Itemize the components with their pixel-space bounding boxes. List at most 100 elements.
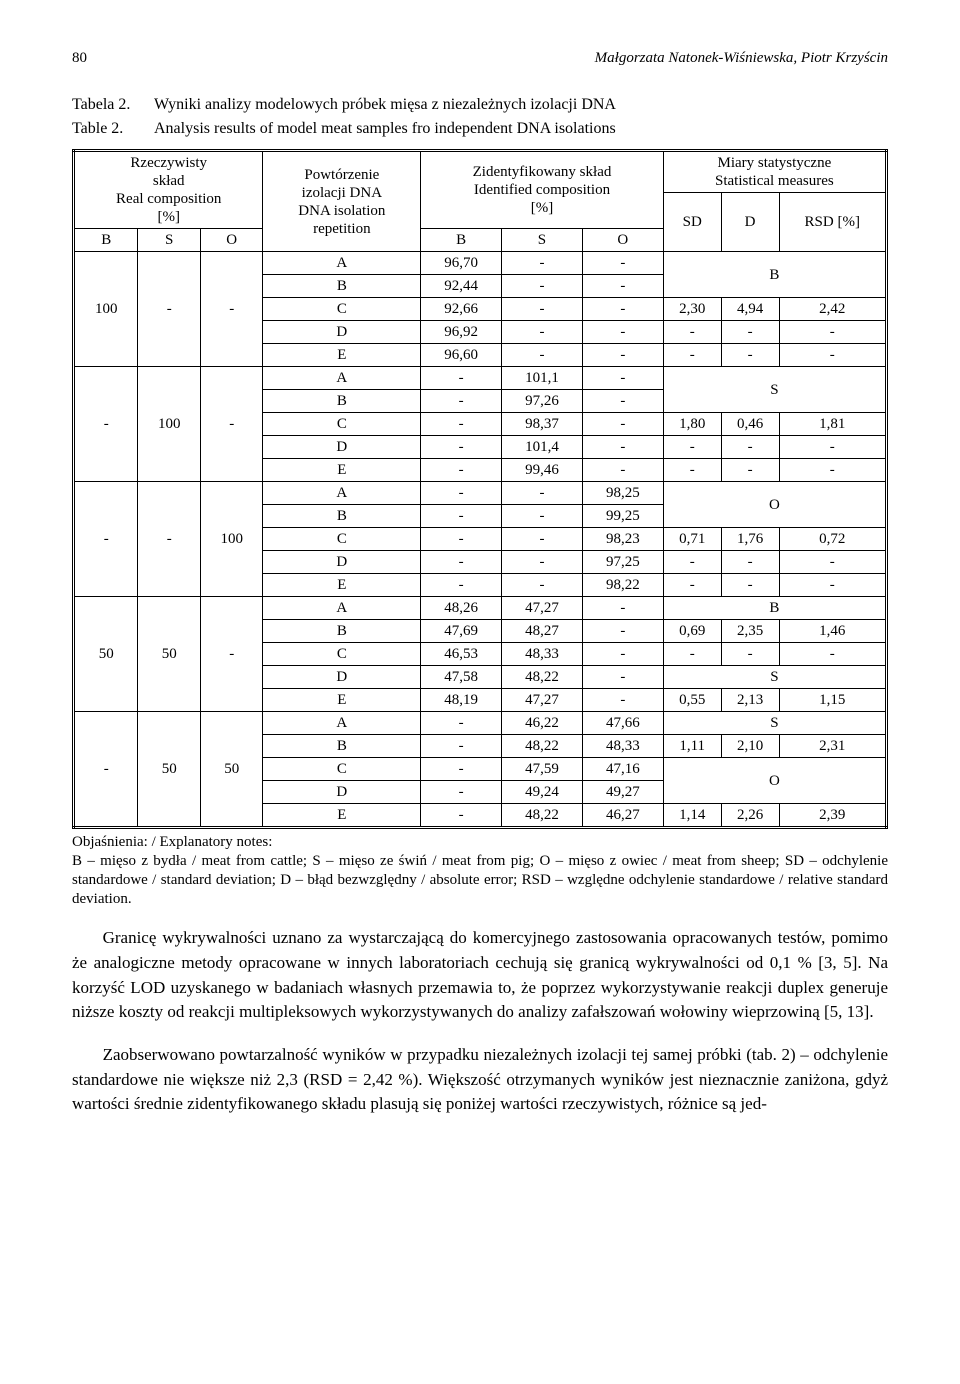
cell-value: 98,23 xyxy=(582,528,663,551)
cell-real: - xyxy=(74,482,138,597)
cell-value: - xyxy=(502,574,583,597)
cell-stat: 0,46 xyxy=(721,413,779,436)
cell-rep: A xyxy=(263,597,421,620)
cell-real: - xyxy=(74,712,138,828)
cell-real: 50 xyxy=(74,597,138,712)
cell-stat: 2,13 xyxy=(721,689,779,712)
cell-value: 49,24 xyxy=(502,781,583,804)
cell-value: 48,27 xyxy=(502,620,583,643)
caption-label: Tabela 2. xyxy=(72,94,142,116)
cell-value: 48,33 xyxy=(502,643,583,666)
cell-value: 46,27 xyxy=(582,804,663,828)
body-paragraph: Zaobserwowano powtarzalność wyników w pr… xyxy=(72,1043,888,1117)
cell-value: 98,37 xyxy=(502,413,583,436)
cell-stat-label: S xyxy=(663,367,886,413)
cell-stat: - xyxy=(663,643,721,666)
cell-stat-label: O xyxy=(663,482,886,528)
body-paragraph: Granicę wykrywalności uznano za wystarcz… xyxy=(72,926,888,1025)
explanatory-notes: Objaśnienia: / Explanatory notes: B – mi… xyxy=(72,833,888,908)
cell-value: 46,53 xyxy=(421,643,502,666)
cell-stat: - xyxy=(721,459,779,482)
cell-value: 48,22 xyxy=(502,735,583,758)
cell-value: 47,58 xyxy=(421,666,502,689)
cell-rep: E xyxy=(263,574,421,597)
cell-value: - xyxy=(582,344,663,367)
page-number: 80 xyxy=(72,48,87,68)
cell-stat: 1,46 xyxy=(779,620,886,643)
th-d: D xyxy=(721,193,779,252)
cell-rep: A xyxy=(263,252,421,275)
cell-stat: - xyxy=(779,436,886,459)
cell-value: - xyxy=(582,643,663,666)
cell-stat: - xyxy=(721,436,779,459)
running-authors: Małgorzata Natonek-Wiśniewska, Piotr Krz… xyxy=(595,48,888,68)
cell-value: - xyxy=(582,367,663,390)
cell-real: 100 xyxy=(138,367,200,482)
cell-value: 48,22 xyxy=(502,666,583,689)
cell-rep: D xyxy=(263,321,421,344)
cell-value: - xyxy=(421,390,502,413)
cell-stat: 1,76 xyxy=(721,528,779,551)
cell-value: 99,46 xyxy=(502,459,583,482)
cell-value: - xyxy=(421,735,502,758)
th-ident: Zidentyfikowany skład Identified composi… xyxy=(421,151,664,229)
cell-real: 50 xyxy=(138,712,200,828)
cell-value: 47,69 xyxy=(421,620,502,643)
cell-value: 48,33 xyxy=(582,735,663,758)
cell-value: - xyxy=(582,597,663,620)
cell-rep: C xyxy=(263,298,421,321)
cell-value: 98,22 xyxy=(582,574,663,597)
cell-stat: - xyxy=(779,344,886,367)
cell-value: 96,60 xyxy=(421,344,502,367)
cell-rep: E xyxy=(263,344,421,367)
cell-value: 48,19 xyxy=(421,689,502,712)
cell-value: - xyxy=(421,804,502,828)
cell-rep: C xyxy=(263,758,421,781)
table-caption-en: Table 2. Analysis results of model meat … xyxy=(72,118,888,140)
cell-rep: B xyxy=(263,390,421,413)
cell-value: - xyxy=(502,298,583,321)
cell-rep: E xyxy=(263,689,421,712)
cell-stat: 2,31 xyxy=(779,735,886,758)
cell-value: 101,1 xyxy=(502,367,583,390)
th-s2: S xyxy=(502,229,583,252)
table-head: Rzeczywisty skład Real composition [%] P… xyxy=(74,151,887,252)
cell-rep: D xyxy=(263,436,421,459)
th-s1: S xyxy=(138,229,200,252)
th-rsd: RSD [%] xyxy=(779,193,886,252)
cell-value: - xyxy=(582,321,663,344)
cell-stat: - xyxy=(663,574,721,597)
cell-value: - xyxy=(421,712,502,735)
th-stats: Miary statystyczne Statistical measures xyxy=(663,151,886,193)
cell-value: - xyxy=(582,413,663,436)
cell-value: 48,26 xyxy=(421,597,502,620)
cell-real: - xyxy=(138,252,200,367)
th-sd: SD xyxy=(663,193,721,252)
cell-value: - xyxy=(502,505,583,528)
table-row: 100--A96,70--B xyxy=(74,252,887,275)
cell-rep: C xyxy=(263,528,421,551)
cell-stat-label: O xyxy=(663,758,886,804)
cell-value: - xyxy=(502,321,583,344)
cell-stat: - xyxy=(721,344,779,367)
cell-value: - xyxy=(421,436,502,459)
cell-value: 97,26 xyxy=(502,390,583,413)
cell-value: 47,27 xyxy=(502,689,583,712)
cell-stat: 2,42 xyxy=(779,298,886,321)
cell-value: 47,59 xyxy=(502,758,583,781)
cell-stat: - xyxy=(779,551,886,574)
cell-value: - xyxy=(582,436,663,459)
cell-value: 98,25 xyxy=(582,482,663,505)
cell-rep: B xyxy=(263,735,421,758)
cell-stat: - xyxy=(779,643,886,666)
cell-value: - xyxy=(421,551,502,574)
cell-value: - xyxy=(421,413,502,436)
cell-value: - xyxy=(582,390,663,413)
cell-value: - xyxy=(502,551,583,574)
cell-value: - xyxy=(582,689,663,712)
cell-stat: 1,11 xyxy=(663,735,721,758)
cell-stat: 2,26 xyxy=(721,804,779,828)
cell-rep: B xyxy=(263,275,421,298)
cell-value: - xyxy=(421,367,502,390)
th-b1: B xyxy=(74,229,138,252)
